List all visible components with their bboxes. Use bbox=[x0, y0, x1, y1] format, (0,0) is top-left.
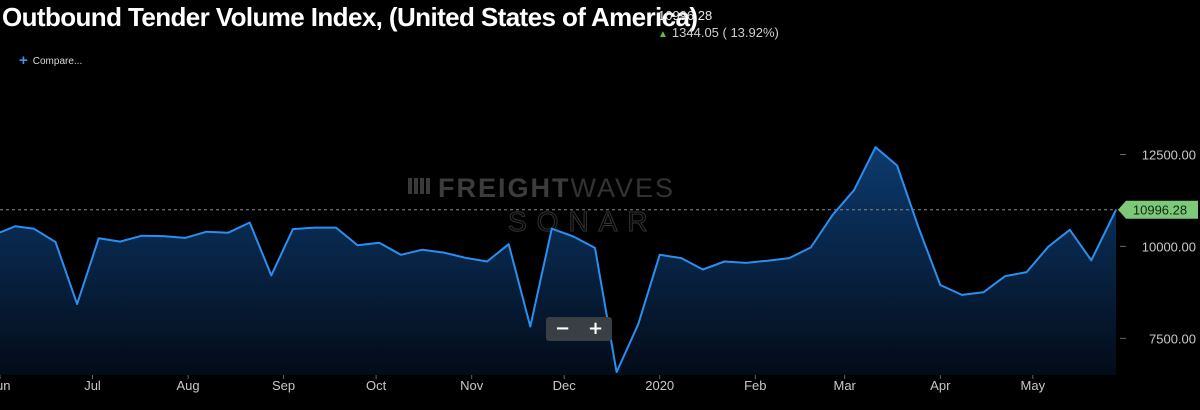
zoom-in-button[interactable]: + bbox=[587, 318, 604, 339]
x-tick-label: Aug bbox=[177, 378, 200, 393]
data-point bbox=[335, 227, 337, 229]
y-tick-label: 12500.00 bbox=[1142, 148, 1196, 163]
data-point bbox=[400, 254, 402, 256]
data-point bbox=[184, 237, 186, 239]
data-point bbox=[1090, 259, 1092, 261]
data-point bbox=[1047, 246, 1049, 248]
chart-title: Outbound Tender Volume Index, (United St… bbox=[2, 2, 698, 32]
data-point bbox=[486, 260, 488, 263]
x-tick-label: May bbox=[1021, 378, 1046, 393]
data-point bbox=[982, 291, 985, 293]
current-value-tag: 10996.28 bbox=[1118, 200, 1198, 219]
data-point bbox=[1069, 229, 1071, 231]
data-point bbox=[14, 225, 16, 227]
data-point bbox=[529, 325, 531, 328]
data-point bbox=[443, 252, 445, 254]
series-area bbox=[0, 147, 1116, 375]
data-point bbox=[572, 235, 575, 238]
x-axis: Jun Jul Aug Sep Oct Nov Dec 2020 Feb Mar Apr May bbox=[0, 375, 1046, 393]
data-point bbox=[723, 260, 726, 263]
value-stats: 10996.28 ▲ 1344.05 ( 13.92%) bbox=[658, 7, 779, 43]
data-point bbox=[961, 294, 963, 296]
data-points bbox=[0, 146, 1117, 373]
y-axis: 12500.00 10000.00 7500.00 bbox=[1120, 148, 1196, 346]
data-point bbox=[206, 231, 208, 233]
x-tick-label: Mar bbox=[834, 378, 857, 393]
data-point bbox=[767, 260, 769, 262]
current-value: 10996.28 bbox=[658, 8, 713, 23]
watermark-light: WAVES bbox=[571, 173, 676, 203]
data-point bbox=[616, 371, 618, 373]
plus-icon: + bbox=[19, 52, 28, 69]
data-point bbox=[594, 247, 596, 249]
x-tick-label: Oct bbox=[366, 378, 387, 393]
x-tick-label: Feb bbox=[744, 378, 766, 393]
x-tick-label: Jul bbox=[84, 378, 101, 393]
data-point bbox=[788, 257, 790, 259]
x-tick-label: Nov bbox=[460, 378, 484, 393]
data-point bbox=[1026, 271, 1028, 273]
x-tick-label: Jun bbox=[0, 378, 10, 393]
data-point bbox=[249, 221, 251, 224]
watermark: FREIGHTWAVES SONAR bbox=[408, 173, 675, 238]
data-point bbox=[54, 241, 57, 243]
data-point bbox=[853, 189, 855, 191]
data-point bbox=[270, 274, 272, 276]
y-tick-label: 7500.00 bbox=[1149, 331, 1196, 346]
current-value-tag-shape bbox=[1118, 200, 1198, 219]
svg-text:FREIGHTWAVES: FREIGHTWAVES bbox=[438, 173, 675, 203]
data-point bbox=[421, 249, 423, 251]
data-point bbox=[702, 268, 704, 271]
data-point bbox=[33, 228, 35, 230]
data-point bbox=[745, 262, 747, 264]
data-point bbox=[0, 231, 1, 233]
y-tick-label: 10000.00 bbox=[1142, 239, 1196, 254]
data-point bbox=[918, 227, 920, 229]
data-point bbox=[357, 244, 359, 246]
data-point bbox=[680, 257, 682, 259]
data-point bbox=[939, 284, 941, 286]
compare-button[interactable]: + Compare... bbox=[19, 52, 82, 69]
data-point bbox=[508, 243, 510, 245]
watermark-bold: FREIGHT bbox=[438, 173, 571, 203]
x-tick-label: 2020 bbox=[645, 378, 674, 393]
data-point bbox=[659, 254, 661, 256]
data-point bbox=[98, 237, 100, 239]
data-point bbox=[162, 235, 164, 237]
data-point bbox=[551, 228, 553, 230]
data-point bbox=[76, 303, 78, 305]
data-point bbox=[227, 232, 229, 234]
change-row: ▲ 1344.05 ( 13.92%) bbox=[658, 24, 779, 43]
data-point bbox=[874, 146, 877, 148]
compare-label: Compare... bbox=[32, 56, 83, 67]
data-point bbox=[831, 214, 834, 216]
watermark-sonar: SONAR bbox=[508, 206, 658, 237]
data-point bbox=[810, 246, 812, 249]
data-point bbox=[292, 228, 294, 230]
up-arrow-icon: ▲ bbox=[658, 29, 668, 40]
data-point bbox=[119, 241, 121, 243]
x-tick-label: Sep bbox=[272, 378, 295, 393]
data-point bbox=[1004, 275, 1006, 277]
data-point bbox=[896, 164, 898, 167]
chart-header: Outbound Tender Volume Index, (United St… bbox=[0, 0, 1200, 70]
zoom-out-button[interactable]: − bbox=[554, 318, 571, 339]
data-point bbox=[464, 257, 467, 259]
data-point bbox=[313, 227, 316, 229]
data-point bbox=[141, 235, 143, 237]
data-point bbox=[637, 323, 639, 325]
freightwaves-logo-icon bbox=[408, 178, 430, 194]
data-point bbox=[1115, 209, 1117, 211]
x-tick-label: Dec bbox=[553, 378, 577, 393]
x-tick-label: Apr bbox=[930, 378, 951, 393]
data-point bbox=[378, 242, 380, 244]
change-value: 1344.05 ( 13.92%) bbox=[671, 25, 779, 40]
current-value-tag-label: 10996.28 bbox=[1133, 202, 1187, 217]
zoom-controls: − + bbox=[546, 317, 612, 341]
